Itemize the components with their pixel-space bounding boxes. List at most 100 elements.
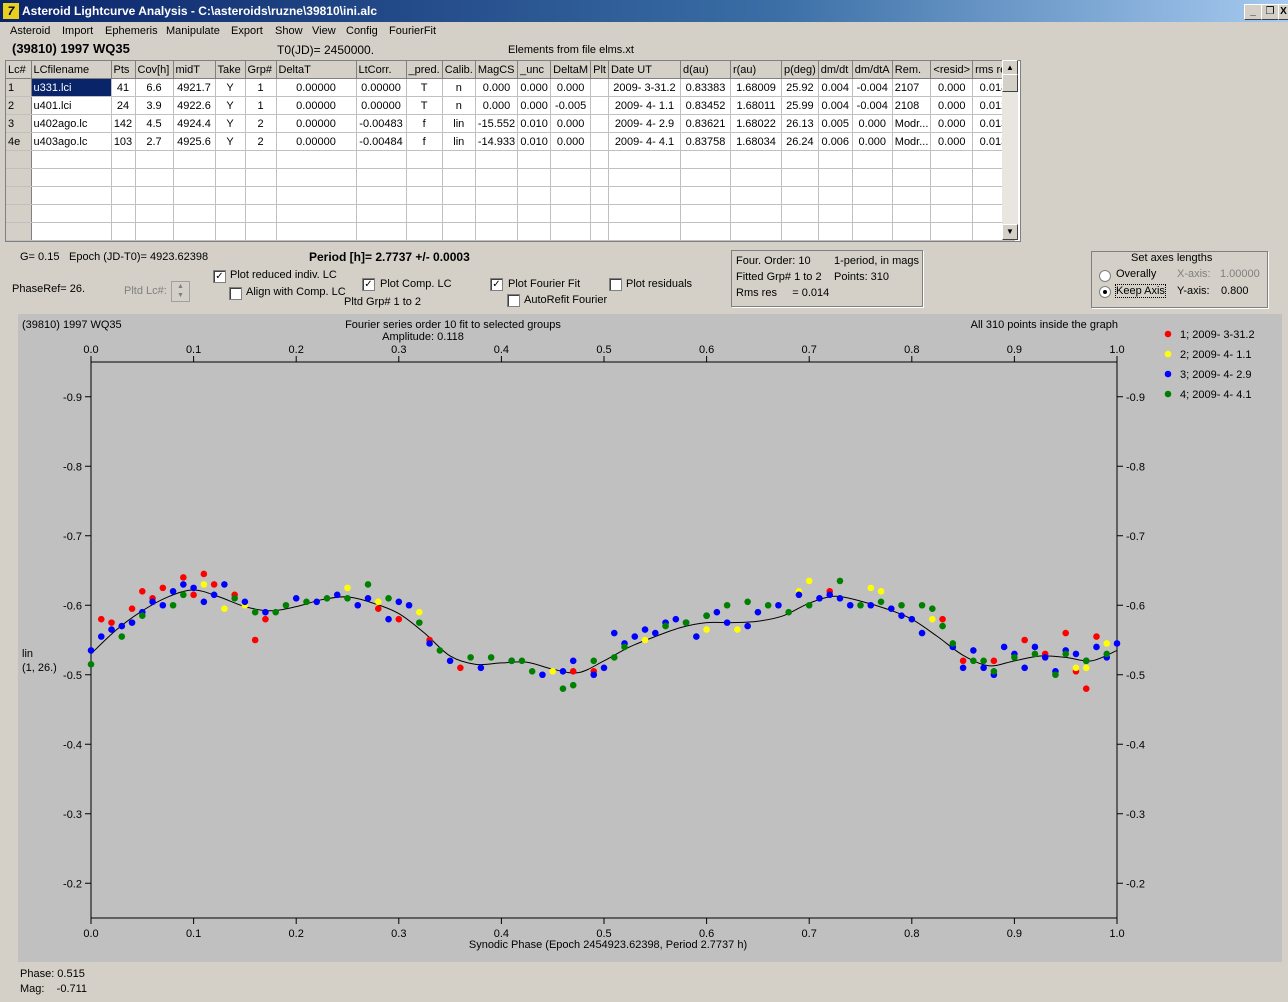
table-scrollbar[interactable]: ▲ ▼ (1002, 60, 1018, 240)
table-cell[interactable] (442, 168, 476, 187)
table-cell[interactable]: 1.68022 (730, 114, 782, 133)
column-header-3[interactable]: Cov[h] (135, 61, 174, 79)
table-cell[interactable] (475, 186, 519, 205)
table-cell[interactable] (215, 186, 246, 205)
table-cell[interactable]: -0.004 (852, 96, 893, 115)
table-cell[interactable]: 0.00000 (276, 78, 357, 97)
table-cell[interactable] (730, 204, 782, 223)
table-cell[interactable] (550, 204, 592, 223)
table-cell[interactable]: 0.010 (517, 132, 552, 151)
table-row-empty[interactable] (6, 150, 1015, 169)
table-cell[interactable]: 0.00000 (356, 96, 407, 115)
column-header-22[interactable]: <resid> (930, 61, 974, 79)
autorefit-checkbox[interactable] (507, 294, 520, 307)
table-cell[interactable] (215, 204, 246, 223)
table-cell[interactable]: 2 (245, 132, 277, 151)
table-cell[interactable] (590, 114, 609, 133)
table-cell[interactable] (406, 222, 443, 241)
table-cell[interactable] (781, 186, 819, 205)
table-cell[interactable]: 2009- 4- 2.9 (608, 114, 681, 133)
table-cell[interactable] (111, 168, 136, 187)
table-cell[interactable] (517, 222, 552, 241)
table-cell[interactable]: 2009- 4- 4.1 (608, 132, 681, 151)
table-cell[interactable] (276, 186, 357, 205)
column-header-8[interactable]: LtCorr. (356, 61, 407, 79)
table-cell[interactable] (356, 168, 407, 187)
plot-comp-checkbox[interactable]: ✓ (362, 278, 375, 291)
table-cell[interactable] (442, 204, 476, 223)
table-cell[interactable]: 142 (111, 114, 136, 133)
column-header-4[interactable]: midT (173, 61, 216, 79)
table-cell[interactable] (680, 168, 731, 187)
table-cell[interactable]: 0.000 (930, 78, 974, 97)
table-cell[interactable] (245, 168, 277, 187)
scroll-thumb[interactable] (1002, 74, 1018, 92)
row-header[interactable] (6, 222, 32, 241)
row-header[interactable] (6, 150, 32, 169)
overally-radio[interactable] (1099, 270, 1111, 282)
table-cell[interactable]: -0.00483 (356, 114, 407, 133)
table-cell[interactable] (781, 168, 819, 187)
table-cell[interactable] (356, 222, 407, 241)
column-header-20[interactable]: dm/dtA (852, 61, 893, 79)
table-row-empty[interactable] (6, 186, 1015, 205)
table-cell[interactable] (930, 168, 974, 187)
column-header-21[interactable]: Rem. (892, 61, 932, 79)
lightcurve-plot[interactable]: (39810) 1997 WQ35 Fourier series order 1… (18, 314, 1282, 962)
table-cell[interactable] (173, 222, 216, 241)
table-cell[interactable] (852, 186, 893, 205)
minimize-button[interactable]: _ (1244, 4, 1262, 20)
table-cell[interactable]: 2009- 4- 1.1 (608, 96, 681, 115)
table-cell[interactable] (31, 150, 112, 169)
table-cell[interactable] (406, 168, 443, 187)
table-cell[interactable]: 4921.7 (173, 78, 216, 97)
table-cell[interactable] (680, 204, 731, 223)
table-cell[interactable] (215, 150, 246, 169)
column-header-17[interactable]: r(au) (730, 61, 782, 79)
table-cell[interactable] (930, 150, 974, 169)
table-cell[interactable] (892, 186, 932, 205)
table-row-empty[interactable] (6, 222, 1015, 241)
column-header-6[interactable]: Grp# (245, 61, 277, 79)
table-cell[interactable]: 0.000 (852, 114, 893, 133)
table-cell[interactable] (442, 150, 476, 169)
table-cell[interactable] (550, 150, 592, 169)
table-cell[interactable] (818, 168, 853, 187)
table-cell[interactable] (442, 186, 476, 205)
menu-asteroid[interactable]: Asteroid (10, 25, 51, 37)
table-cell[interactable]: Y (215, 96, 246, 115)
table-cell[interactable]: 0.00000 (356, 78, 407, 97)
table-cell[interactable] (892, 168, 932, 187)
table-cell[interactable] (111, 222, 136, 241)
table-cell[interactable]: T (406, 96, 443, 115)
y-axis-value[interactable]: 0.800 (1221, 285, 1249, 297)
table-cell[interactable] (680, 222, 731, 241)
table-cell[interactable]: Y (215, 78, 246, 97)
table-cell[interactable]: T (406, 78, 443, 97)
column-header-14[interactable]: Plt (590, 61, 609, 79)
table-cell[interactable]: 0.004 (818, 96, 853, 115)
table-cell[interactable] (590, 132, 609, 151)
table-cell[interactable]: 26.24 (781, 132, 819, 151)
table-cell[interactable]: u402ago.lc (31, 114, 112, 133)
table-cell[interactable] (852, 168, 893, 187)
table-cell[interactable]: lin (442, 114, 476, 133)
table-cell[interactable] (730, 168, 782, 187)
column-header-18[interactable]: p(deg) (781, 61, 819, 79)
table-cell[interactable] (173, 168, 216, 187)
table-cell[interactable] (31, 186, 112, 205)
table-row-empty[interactable] (6, 168, 1015, 187)
table-cell[interactable] (173, 186, 216, 205)
table-cell[interactable]: 0.000 (930, 114, 974, 133)
column-header-15[interactable]: Date UT (608, 61, 681, 79)
table-cell[interactable] (215, 168, 246, 187)
table-cell[interactable]: 2107 (892, 78, 932, 97)
table-cell[interactable] (517, 150, 552, 169)
table-cell[interactable]: 0.000 (550, 114, 592, 133)
table-cell[interactable] (818, 204, 853, 223)
table-cell[interactable]: 0.000 (930, 96, 974, 115)
table-cell[interactable] (608, 150, 681, 169)
column-header-10[interactable]: Calib. (442, 61, 476, 79)
table-cell[interactable] (730, 222, 782, 241)
